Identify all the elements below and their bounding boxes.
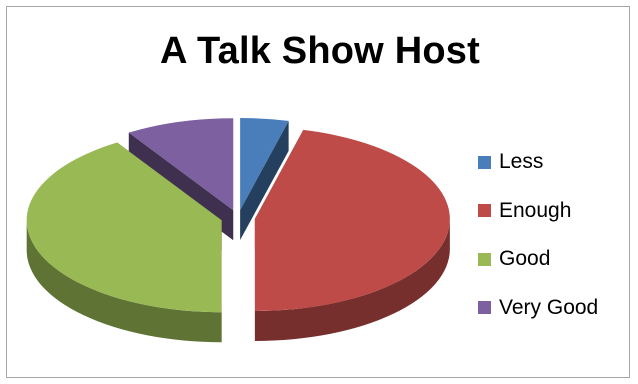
chart-title: A Talk Show Host: [160, 30, 480, 72]
legend-item-very-good: Very Good: [478, 296, 598, 320]
legend-swatch: [478, 252, 491, 266]
legend-item-good: Good: [478, 247, 598, 271]
pie-slice-good: [26, 142, 222, 313]
pie-slice-side-good: [26, 220, 222, 343]
legend-swatch: [478, 301, 491, 314]
legend-swatch: [478, 204, 491, 217]
pie-slice-less: [240, 118, 289, 211]
pie-slice-wall-less-1: [240, 120, 289, 241]
legend-item-less: Less: [478, 150, 598, 174]
legend-label: Enough: [499, 198, 572, 222]
pie-slice-side-enough: [254, 219, 450, 342]
legend-item-enough: Enough: [478, 199, 598, 223]
legend-label: Good: [499, 247, 551, 270]
legend-label: Less: [499, 150, 544, 173]
chart-legend: Less Enough Good Very Good: [478, 150, 598, 344]
pie-slice-enough: [254, 129, 450, 312]
legend-label: Very Good: [499, 295, 599, 319]
pie-slice-very-good: [128, 118, 234, 211]
legend-swatch: [478, 155, 491, 169]
